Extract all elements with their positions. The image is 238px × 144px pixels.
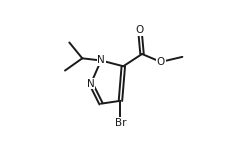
Text: N: N xyxy=(87,78,95,89)
Text: Br: Br xyxy=(115,118,126,128)
Text: O: O xyxy=(157,57,165,67)
Text: O: O xyxy=(136,25,144,35)
Text: N: N xyxy=(97,55,105,66)
